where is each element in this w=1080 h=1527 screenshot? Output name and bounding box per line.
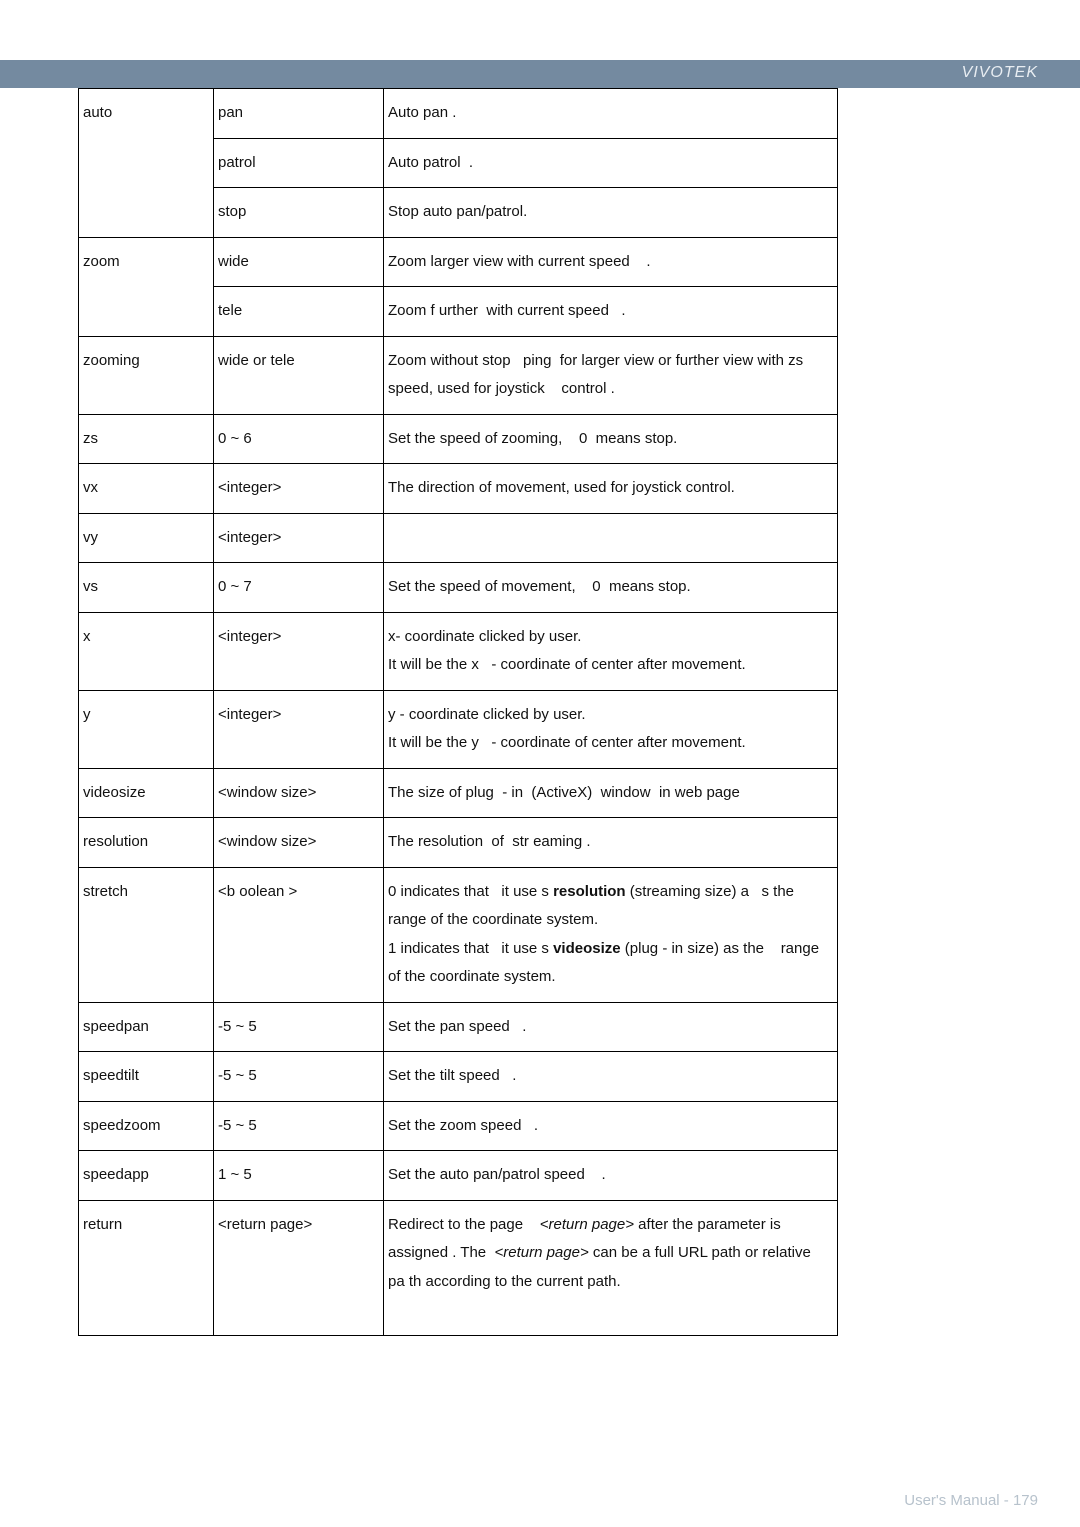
value-cell: 0 ~ 6 bbox=[214, 414, 384, 464]
table-row: videosize<window size>The size of plug -… bbox=[79, 768, 838, 818]
param-cell: speedpan bbox=[79, 1002, 214, 1052]
table-row: speedpan-5 ~ 5Set the pan speed . bbox=[79, 1002, 838, 1052]
table-row: y<integer>y - coordinate clicked by user… bbox=[79, 690, 838, 768]
param-cell: speedzoom bbox=[79, 1101, 214, 1151]
value-cell: <integer> bbox=[214, 612, 384, 690]
desc-cell: Set the tilt speed . bbox=[384, 1052, 838, 1102]
desc-cell: Auto pan . bbox=[384, 89, 838, 139]
param-cell: vs bbox=[79, 563, 214, 613]
desc-cell: The size of plug - in (ActiveX) window i… bbox=[384, 768, 838, 818]
value-cell: <b oolean > bbox=[214, 867, 384, 1002]
desc-cell: y - coordinate clicked by user.It will b… bbox=[384, 690, 838, 768]
param-cell: vx bbox=[79, 464, 214, 514]
table-row: return<return page>Redirect to the page … bbox=[79, 1200, 838, 1335]
desc-cell: Redirect to the page <return page> after… bbox=[384, 1200, 838, 1335]
value-cell: <window size> bbox=[214, 818, 384, 868]
desc-cell: The direction of movement, used for joys… bbox=[384, 464, 838, 514]
value-cell: <integer> bbox=[214, 690, 384, 768]
value-cell: wide or tele bbox=[214, 336, 384, 414]
param-cell: y bbox=[79, 690, 214, 768]
table-row: speedzoom-5 ~ 5Set the zoom speed . bbox=[79, 1101, 838, 1151]
desc-cell: Set the auto pan/patrol speed . bbox=[384, 1151, 838, 1201]
value-cell: stop bbox=[214, 188, 384, 238]
table-row: speedapp1 ~ 5Set the auto pan/patrol spe… bbox=[79, 1151, 838, 1201]
param-cell: x bbox=[79, 612, 214, 690]
desc-cell: Zoom f urther with current speed . bbox=[384, 287, 838, 337]
param-cell: videosize bbox=[79, 768, 214, 818]
value-cell: wide bbox=[214, 237, 384, 287]
value-cell: <return page> bbox=[214, 1200, 384, 1335]
value-cell: -5 ~ 5 bbox=[214, 1052, 384, 1102]
param-cell: speedapp bbox=[79, 1151, 214, 1201]
table-row: autopanAuto pan . bbox=[79, 89, 838, 139]
desc-cell: Set the zoom speed . bbox=[384, 1101, 838, 1151]
value-cell: 1 ~ 5 bbox=[214, 1151, 384, 1201]
table-row: vx<integer>The direction of movement, us… bbox=[79, 464, 838, 514]
param-cell: zoom bbox=[79, 237, 214, 336]
value-cell: pan bbox=[214, 89, 384, 139]
value-cell: <integer> bbox=[214, 513, 384, 563]
value-cell: <window size> bbox=[214, 768, 384, 818]
param-cell: resolution bbox=[79, 818, 214, 868]
table-row: speedtilt-5 ~ 5Set the tilt speed . bbox=[79, 1052, 838, 1102]
parameter-table: autopanAuto pan .patrolAuto patrol .stop… bbox=[78, 88, 838, 1336]
table-row: vs0 ~ 7Set the speed of movement, 0 mean… bbox=[79, 563, 838, 613]
param-cell: return bbox=[79, 1200, 214, 1335]
desc-cell: 0 indicates that it use s resolution (st… bbox=[384, 867, 838, 1002]
page-footer: User's Manual - 179 bbox=[904, 1492, 1038, 1509]
table-row: zoomingwide or teleZoom without stop pin… bbox=[79, 336, 838, 414]
value-cell: <integer> bbox=[214, 464, 384, 514]
desc-cell: Set the speed of zooming, 0 means stop. bbox=[384, 414, 838, 464]
desc-cell: Zoom without stop ping for larger view o… bbox=[384, 336, 838, 414]
param-cell: vy bbox=[79, 513, 214, 563]
table-row: vy<integer> bbox=[79, 513, 838, 563]
desc-cell: Stop auto pan/patrol. bbox=[384, 188, 838, 238]
param-cell: zooming bbox=[79, 336, 214, 414]
table-row: x<integer>x- coordinate clicked by user.… bbox=[79, 612, 838, 690]
param-cell: stretch bbox=[79, 867, 214, 1002]
value-cell: -5 ~ 5 bbox=[214, 1101, 384, 1151]
desc-cell: Auto patrol . bbox=[384, 138, 838, 188]
value-cell: patrol bbox=[214, 138, 384, 188]
desc-cell: Set the pan speed . bbox=[384, 1002, 838, 1052]
value-cell: tele bbox=[214, 287, 384, 337]
param-cell: zs bbox=[79, 414, 214, 464]
param-cell: speedtilt bbox=[79, 1052, 214, 1102]
desc-cell: Set the speed of movement, 0 means stop. bbox=[384, 563, 838, 613]
value-cell: 0 ~ 7 bbox=[214, 563, 384, 613]
value-cell: -5 ~ 5 bbox=[214, 1002, 384, 1052]
desc-cell bbox=[384, 513, 838, 563]
desc-cell: The resolution of str eaming . bbox=[384, 818, 838, 868]
desc-cell: x- coordinate clicked by user.It will be… bbox=[384, 612, 838, 690]
brand-label: VIVOTEK bbox=[962, 64, 1038, 82]
table-row: stretch<b oolean >0 indicates that it us… bbox=[79, 867, 838, 1002]
table-row: zoomwideZoom larger view with current sp… bbox=[79, 237, 838, 287]
desc-cell: Zoom larger view with current speed . bbox=[384, 237, 838, 287]
table-row: resolution<window size>The resolution of… bbox=[79, 818, 838, 868]
table-row: zs0 ~ 6Set the speed of zooming, 0 means… bbox=[79, 414, 838, 464]
param-cell: auto bbox=[79, 89, 214, 238]
page-header: VIVOTEK bbox=[0, 60, 1080, 88]
